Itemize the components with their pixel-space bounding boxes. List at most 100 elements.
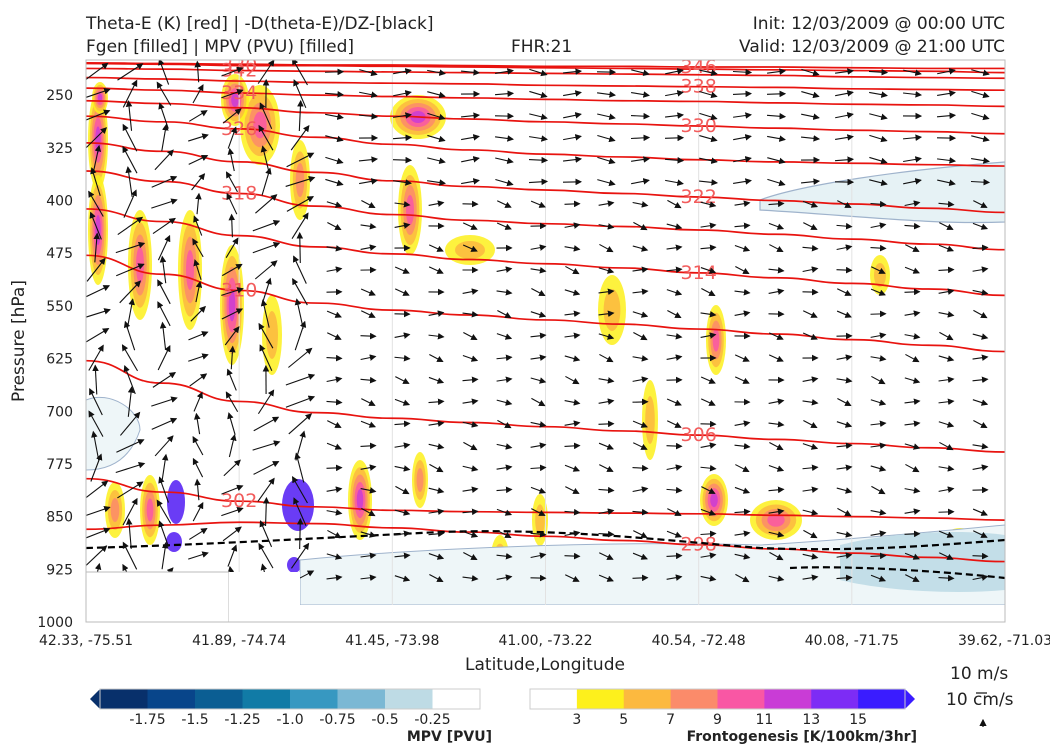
wind-vector [361, 199, 376, 209]
wind-vector [700, 244, 717, 252]
wind-vector [156, 81, 172, 106]
wind-vector [666, 464, 683, 471]
wind-vector [631, 69, 650, 77]
wind-vector [666, 223, 683, 230]
wind-vector [802, 553, 819, 560]
wind-vector [360, 464, 377, 471]
wind-vector [428, 376, 445, 384]
wind-vector [394, 332, 411, 339]
wind-vector [460, 69, 481, 76]
wind-vector [870, 509, 887, 516]
wind-vector [664, 134, 685, 142]
wind-vector [253, 416, 280, 432]
wind-vector [938, 376, 955, 384]
wind-vector [429, 354, 444, 362]
frontogenesis-region [221, 74, 249, 126]
wind-vector [125, 100, 133, 131]
wind-vector [428, 398, 445, 406]
wind-vector [768, 486, 785, 494]
wind-vector [88, 344, 104, 371]
wind-vector [700, 201, 717, 208]
wind-vector [972, 464, 989, 471]
wind-vector [972, 333, 989, 340]
wind-vector [972, 443, 989, 450]
wind-vector [122, 123, 138, 152]
wind-vector [496, 486, 513, 494]
colorbar-tick-label: 3 [572, 712, 581, 728]
wind-vector [972, 222, 989, 230]
wind-vector [937, 90, 956, 97]
frontogenesis-region [398, 165, 422, 255]
wind-vector [801, 113, 820, 120]
theta-e-label: 322 [681, 186, 717, 208]
mpv-negative-region [86, 161, 1005, 606]
wind-vector [564, 530, 581, 537]
wind-vector [870, 288, 886, 296]
wind-vector [496, 464, 513, 471]
colorbar-swatch [623, 689, 672, 709]
wind-vector [221, 484, 244, 495]
wind-vector [92, 364, 99, 395]
wind-vector [599, 552, 614, 560]
frontogenesis-colorbar-label: Frontogenesis [K/100km/3hr] [687, 729, 917, 745]
wind-vector [972, 354, 989, 361]
valid-time: Valid: 12/03/2009 @ 21:00 UTC [739, 37, 1005, 57]
wind-vector [122, 79, 138, 108]
wind-vector [221, 88, 244, 99]
wind-vector [868, 68, 889, 76]
wind-vector [294, 452, 305, 483]
wind-vector [86, 257, 106, 282]
colorbar-extend-arrow [905, 689, 915, 709]
wind-vector [700, 552, 717, 559]
wind-vector [836, 464, 853, 471]
theta-e-contour-338 [86, 76, 1005, 92]
wind-vector [938, 421, 955, 428]
wind-vector [227, 544, 238, 567]
wind-vector [666, 266, 683, 274]
wind-vector [768, 354, 784, 362]
wind-vector [767, 135, 786, 142]
wind-vector [122, 497, 138, 526]
colorbar-swatch [530, 689, 578, 709]
wind-vector [939, 331, 954, 341]
wind-vector [633, 530, 648, 538]
wind-vector [836, 244, 853, 251]
wind-vector [802, 509, 819, 516]
wind-vector [156, 499, 172, 524]
wind-vector [564, 245, 581, 252]
wind-vector [904, 222, 921, 230]
theta-e-contour-322 [86, 142, 1005, 214]
wind-vector [462, 398, 479, 405]
frontogenesis-region [412, 452, 428, 508]
wind-vector [564, 355, 581, 362]
wind-vector [394, 398, 411, 406]
wind-vector [427, 134, 446, 143]
colorbar-swatch [858, 689, 906, 709]
wind-vector [564, 464, 581, 472]
wind-vector [360, 332, 377, 340]
wind-vector [735, 464, 750, 472]
wind-vector [904, 508, 921, 515]
wind-vector [226, 368, 237, 391]
wind-vector [152, 372, 177, 388]
wind-vector [258, 124, 274, 151]
wind-vector [734, 553, 751, 560]
y-tick-label: 1000 [37, 615, 73, 631]
wind-vector [225, 391, 239, 413]
wind-vector [190, 305, 206, 322]
frontogenesis-region [700, 474, 728, 526]
wind-vector [632, 201, 649, 208]
wind-vector [360, 531, 377, 538]
wind-vector [972, 266, 989, 273]
wind-vector [394, 200, 411, 208]
wind-vector [497, 419, 512, 429]
wind-vector [972, 289, 989, 296]
wind-vector [938, 355, 955, 362]
wind-vector [971, 90, 990, 99]
wind-vector [597, 179, 616, 187]
wind-vector [530, 442, 547, 449]
wind-vector [93, 232, 101, 263]
wind-vector [802, 486, 819, 493]
wind-vector [496, 222, 512, 230]
wind-vector [562, 68, 583, 75]
